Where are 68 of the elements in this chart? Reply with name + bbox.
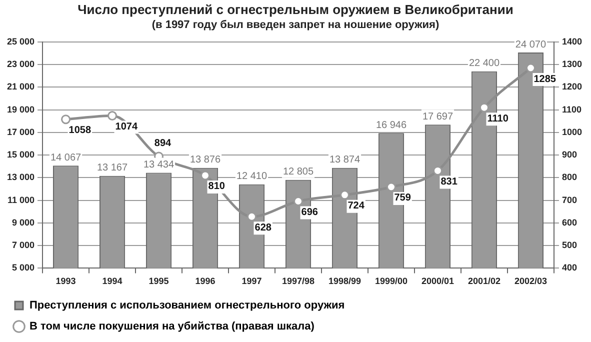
y-tick-label: 19 000 xyxy=(6,104,35,114)
data-label: 810 xyxy=(208,181,226,192)
chart-title: Число преступлений с огнестрельным оружием в Великобритании xyxy=(76,1,514,18)
data-label: 1285 xyxy=(534,74,556,85)
y2-tick-label: 1000 xyxy=(562,126,582,137)
data-label: 831 xyxy=(440,176,458,188)
data-label: 17 697 xyxy=(422,111,454,122)
x-tick-label: 1997 xyxy=(242,276,262,286)
point xyxy=(200,170,210,180)
y2-tick-label: 1100 xyxy=(562,104,582,114)
y-tick-label: 5 000 xyxy=(12,262,35,273)
x-tick-label: 2001/02 xyxy=(468,276,501,286)
point xyxy=(340,190,350,200)
y-tick-label: 9 000 xyxy=(12,217,35,228)
x-tick-label: 1999/00 xyxy=(374,276,408,286)
x-tick-label: 2002/03 xyxy=(514,276,548,286)
y2-tick-label: 400 xyxy=(562,262,578,273)
data-label: 759 xyxy=(394,192,412,204)
chart-subtitle: (в 1997 году был введен запрет на ношение оружия) xyxy=(150,18,440,32)
data-label: 13 876 xyxy=(190,154,221,166)
data-label: 628 xyxy=(254,222,272,234)
y2-tick-label: 700 xyxy=(562,194,578,205)
data-label: 1058 xyxy=(68,125,92,136)
data-label: 724 xyxy=(348,200,365,212)
legend-label: В том числе покушения на убийства (правая шкала) xyxy=(30,320,315,333)
data-label: 24 070 xyxy=(515,39,546,50)
data-label: 696 xyxy=(301,206,318,218)
y2-tick-label: 600 xyxy=(562,217,578,228)
y2-tick-label: 1300 xyxy=(562,59,582,70)
data-label: 12 805 xyxy=(282,166,314,178)
y-tick-label: 21 000 xyxy=(6,82,35,92)
data-label: 14 067 xyxy=(50,152,82,164)
data-label: 894 xyxy=(154,138,172,150)
data-label: 1074 xyxy=(115,121,138,132)
data-label: 16 946 xyxy=(376,120,407,131)
x-tick-label: 1993 xyxy=(56,276,76,286)
x-tick-label: 1998/99 xyxy=(328,276,362,286)
x-tick-label: 1996 xyxy=(195,276,216,286)
y-tick-label: 17 000 xyxy=(6,126,35,137)
y2-tick-label: 900 xyxy=(562,150,578,160)
y2-tick-label: 500 xyxy=(562,240,578,250)
x-tick-label: 2000/01 xyxy=(421,276,454,286)
data-label: 22 400 xyxy=(468,58,500,70)
data-label: 12 410 xyxy=(236,171,268,182)
data-label: 13 874 xyxy=(329,154,360,166)
y2-tick-label: 1400 xyxy=(562,36,582,46)
y-tick-label: 25 000 xyxy=(6,36,35,46)
point xyxy=(479,102,489,112)
y-tick-label: 13 000 xyxy=(6,172,35,182)
x-tick-label: 1997/98 xyxy=(282,276,315,286)
legend-label: Преступления с использованием огнестрельного оружия xyxy=(30,300,345,312)
y2-tick-label: 800 xyxy=(562,172,578,182)
point xyxy=(432,166,442,176)
y-tick-label: 11 000 xyxy=(7,194,35,205)
x-tick-label: 1995 xyxy=(148,276,169,286)
y-tick-label: 7 000 xyxy=(12,240,35,250)
point xyxy=(526,63,536,73)
point xyxy=(61,114,71,124)
y2-tick-label: 1200 xyxy=(562,82,582,92)
y-tick-label: 15 000 xyxy=(6,150,35,160)
point xyxy=(108,110,118,120)
y-tick-label: 23 000 xyxy=(6,59,35,70)
data-label: 13 434 xyxy=(143,160,174,171)
x-tick-label: 1994 xyxy=(102,276,122,286)
point xyxy=(247,212,257,222)
point xyxy=(386,182,396,192)
data-label: 13 167 xyxy=(96,162,128,174)
data-label: 1110 xyxy=(487,113,509,124)
